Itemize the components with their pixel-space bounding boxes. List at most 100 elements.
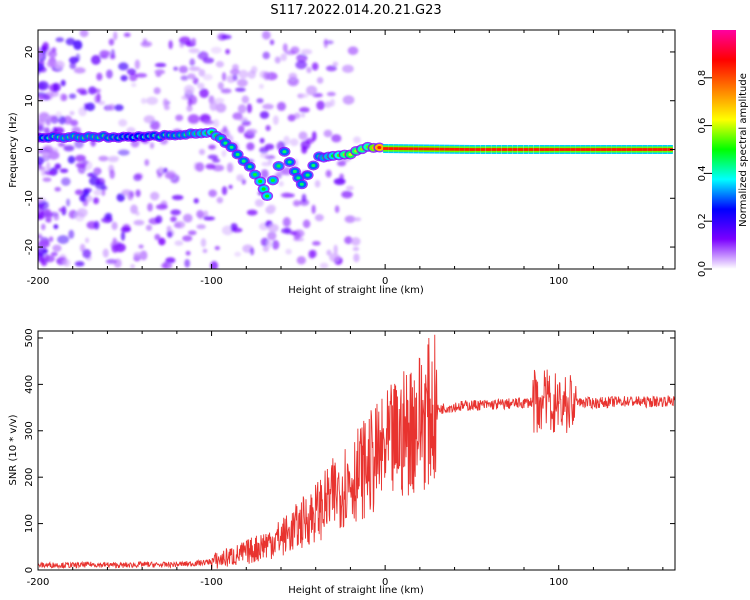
noise-blob bbox=[221, 225, 234, 236]
noise-blob bbox=[147, 202, 153, 212]
noise-blob bbox=[199, 88, 209, 98]
noise-blob bbox=[241, 120, 251, 127]
noise-blob bbox=[120, 74, 128, 82]
noise-blob bbox=[83, 188, 93, 193]
noise-blob bbox=[198, 148, 206, 155]
ridge-center bbox=[235, 152, 240, 157]
ridge-core bbox=[403, 147, 409, 151]
ridge-core bbox=[652, 148, 658, 151]
noise-blob bbox=[241, 95, 250, 104]
ridge-center bbox=[377, 145, 382, 150]
noise-blob bbox=[226, 162, 234, 173]
ridge-core bbox=[570, 148, 576, 151]
colorbar-tick-label: 0.0 bbox=[697, 261, 708, 277]
noise-blob bbox=[46, 161, 51, 172]
noise-blob bbox=[131, 82, 137, 88]
ridge-core bbox=[647, 148, 653, 151]
noise-blob bbox=[93, 197, 100, 205]
noise-blob bbox=[293, 229, 305, 238]
noise-blob bbox=[170, 209, 181, 216]
noise-blob bbox=[336, 160, 347, 167]
noise-blob bbox=[262, 103, 274, 110]
noise-blob bbox=[154, 69, 166, 75]
noise-blob bbox=[236, 174, 245, 182]
noise-blob bbox=[108, 38, 115, 46]
noise-blob bbox=[162, 167, 168, 173]
ridge-center bbox=[247, 165, 252, 169]
noise-blob bbox=[46, 60, 58, 68]
noise-blob bbox=[267, 231, 277, 241]
noise-blob bbox=[221, 72, 227, 82]
snr-ytick-label: 400 bbox=[24, 375, 35, 394]
ridge-core bbox=[657, 148, 663, 151]
noise-blob bbox=[232, 74, 238, 81]
noise-blob bbox=[44, 208, 52, 217]
noise-blob bbox=[48, 50, 57, 58]
noise-blob bbox=[93, 220, 100, 230]
noise-blob bbox=[61, 177, 71, 186]
colorbar: 0.0 0.2 0.4 0.6 0.8 Normalized spectral ampl… bbox=[697, 30, 749, 277]
noise-blob bbox=[237, 125, 245, 134]
noise-blob bbox=[272, 115, 279, 125]
noise-blob bbox=[117, 149, 130, 156]
noise-blob bbox=[347, 46, 359, 55]
noise-blob bbox=[100, 50, 111, 57]
noise-blob bbox=[54, 186, 62, 192]
noise-blob bbox=[230, 223, 238, 231]
noise-blob bbox=[180, 75, 189, 81]
noise-blob bbox=[261, 30, 271, 40]
noise-blob bbox=[215, 61, 225, 68]
noise-blob bbox=[53, 82, 61, 91]
snr-plot-area bbox=[38, 331, 675, 570]
ridge-center bbox=[299, 182, 304, 186]
noise-blob bbox=[326, 91, 336, 97]
noise-blob bbox=[65, 37, 76, 46]
ridge-core bbox=[565, 148, 571, 151]
noise-blob bbox=[258, 83, 264, 90]
noise-blob bbox=[353, 217, 362, 222]
ridge-core bbox=[507, 148, 513, 151]
ridge-core bbox=[444, 147, 450, 151]
noise-blob bbox=[121, 189, 132, 196]
noise-blob bbox=[259, 137, 265, 144]
noise-blob bbox=[53, 60, 65, 70]
noise-blob bbox=[173, 66, 178, 71]
ridge-center bbox=[229, 145, 234, 149]
noise-blob bbox=[208, 144, 216, 150]
noise-blob bbox=[197, 51, 209, 60]
noise-blob bbox=[234, 87, 246, 92]
noise-blob bbox=[38, 246, 48, 257]
noise-blob bbox=[63, 145, 75, 152]
noise-blob bbox=[267, 239, 272, 249]
ridge-core bbox=[554, 148, 560, 151]
noise-blob bbox=[342, 95, 355, 105]
noise-blob bbox=[38, 80, 49, 91]
noise-blob bbox=[217, 82, 224, 90]
ridge-center bbox=[282, 150, 287, 154]
noise-blob bbox=[300, 49, 313, 55]
ridge-core bbox=[616, 148, 622, 151]
colorbar-tick-label: 0.6 bbox=[697, 118, 708, 134]
noise-blob bbox=[260, 169, 269, 179]
noise-blob bbox=[67, 155, 76, 164]
noise-blob bbox=[116, 193, 125, 202]
noise-blob bbox=[118, 62, 129, 71]
noise-blob bbox=[333, 244, 338, 255]
ridge-core bbox=[393, 147, 399, 151]
noise-blob bbox=[187, 97, 193, 107]
ridge-core bbox=[388, 147, 394, 150]
noise-blob bbox=[94, 94, 99, 104]
noise-blob bbox=[109, 169, 115, 180]
noise-blob bbox=[316, 76, 324, 84]
noise-blob bbox=[263, 71, 270, 81]
snr-ytick-label: 300 bbox=[24, 421, 35, 440]
noise-blob bbox=[42, 41, 50, 51]
noise-blob bbox=[66, 198, 71, 207]
noise-blob bbox=[311, 62, 319, 71]
noise-blob bbox=[316, 100, 325, 111]
noise-blob bbox=[203, 120, 215, 125]
ridge-core bbox=[523, 148, 529, 151]
noise-blob bbox=[38, 198, 44, 204]
ridge-core bbox=[439, 147, 445, 151]
snr-ytick-label: 500 bbox=[24, 328, 35, 347]
